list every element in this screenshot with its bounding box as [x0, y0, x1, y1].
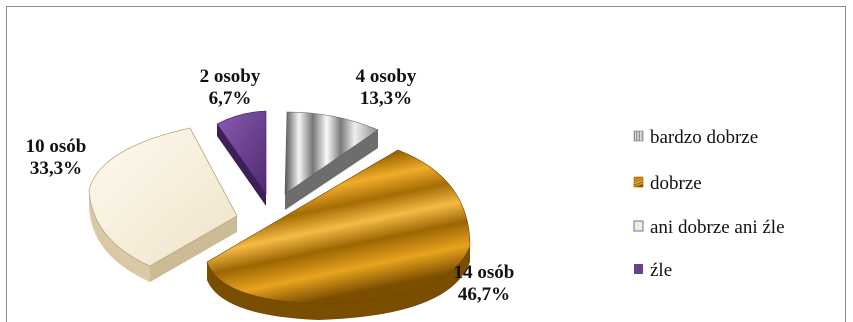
- pie-slice-ani-dobrze-ani-zle: [88, 127, 238, 267]
- data-label-count-bardzo-dobrze: 4 osoby: [356, 66, 417, 87]
- pie-slice-zle: [216, 110, 267, 195]
- pie-slice-side-dobrze: [207, 246, 470, 320]
- pie-slice-bardzo-dobrze: [284, 111, 379, 195]
- data-label-percent-zle: 6,7%: [209, 88, 252, 109]
- pie-slice-side-bardzo-dobrze: [285, 130, 378, 210]
- legend-swatch-ani-dobrze-ani-zle: [633, 220, 644, 232]
- data-label-count-zle: 2 osoby: [200, 66, 261, 87]
- legend-label-dobrze: dobrze: [650, 173, 702, 194]
- pie-slice-side-zle: [217, 124, 266, 206]
- pie-slice-side2-ani-dobrze-ani-zle: [150, 216, 237, 282]
- data-label-count-dobrze: 14 osób: [454, 262, 515, 283]
- data-label-count-ani-dobrze-ani-zle: 10 osób: [26, 136, 87, 157]
- legend: bardzo dobrze dobrze ani dobrze ani źle …: [633, 127, 785, 281]
- data-label-percent-ani-dobrze-ani-zle: 33,3%: [30, 158, 82, 179]
- legend-swatch-dobrze: [633, 176, 644, 188]
- legend-label-zle: źle: [650, 260, 672, 281]
- data-label-percent-dobrze: 46,7%: [458, 284, 510, 305]
- pie-slice-dobrze: [206, 149, 471, 305]
- legend-swatch-bardzo-dobrze: [633, 130, 644, 142]
- legend-label-bardzo-dobrze: bardzo dobrze: [650, 127, 758, 148]
- pie-slice-side-ani-dobrze-ani-zle: [89, 190, 150, 282]
- data-label-percent-bardzo-dobrze: 13,3%: [360, 88, 412, 109]
- legend-swatch-zle: [634, 264, 643, 274]
- legend-label-ani-dobrze-ani-zle: ani dobrze ani źle: [650, 217, 785, 238]
